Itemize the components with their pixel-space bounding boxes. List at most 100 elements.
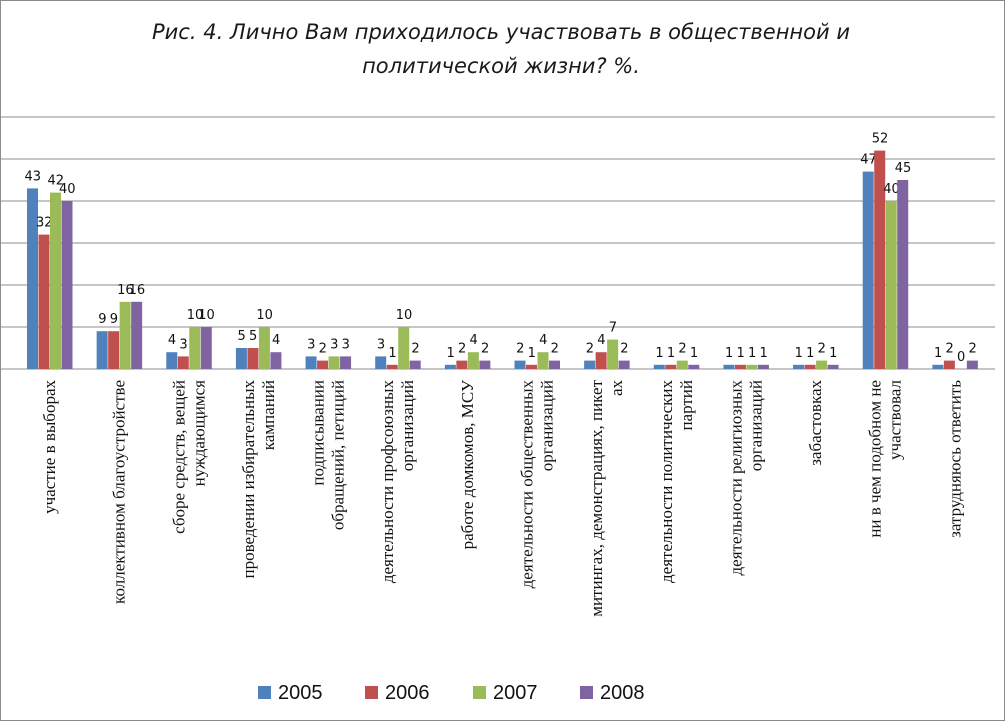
category-label-2-1: нуждающимся [189,380,208,487]
data-label-2008-0: 40 [59,182,76,197]
bar-2008-7 [549,360,560,369]
data-label-2007-13: 0 [957,350,965,365]
category-label-4-0: подписывании [309,380,328,486]
data-label-2006-1: 9 [110,312,118,327]
bar-2005-7 [514,360,526,369]
category-label-8-1: ах [607,380,626,397]
bar-2007-12 [885,201,897,369]
data-label-2005-11: 1 [795,346,803,361]
legend-swatch-2006 [365,686,378,699]
bar-2008-11 [827,364,839,369]
data-label-2007-2: 10 [187,308,204,323]
bar-2007-9 [676,360,688,369]
bar-2005-10 [723,364,735,369]
data-label-2008-5: 2 [411,342,419,357]
bar-2005-8 [584,360,596,369]
data-label-2005-7: 2 [516,342,524,357]
category-label-11-0: забастовках [806,380,825,466]
category-label-5-0: деятельности профсоюзных [378,380,397,584]
data-label-2006-4: 2 [319,342,327,357]
data-label-2008-10: 1 [760,346,768,361]
bar-2005-13 [932,364,944,369]
data-label-2008-4: 3 [342,337,350,352]
data-label-2006-6: 2 [458,342,466,357]
data-label-2007-1: 16 [117,283,134,298]
category-label-10-0: деятельности религиозных [726,380,745,576]
category-label-7-0: деятельности общественных [518,380,537,589]
bar-2006-1 [108,331,120,369]
bar-2006-12 [874,150,886,369]
bar-2006-13 [943,360,955,369]
bar-2005-11 [793,364,805,369]
legend-label-2007: 2007 [493,682,538,704]
bar-2006-6 [456,360,468,369]
data-label-2005-9: 1 [655,346,663,361]
bar-2007-10 [746,364,758,369]
data-label-2005-6: 1 [446,346,454,361]
bar-2006-2 [177,356,189,369]
category-label-3-1: кампаний [259,380,278,450]
bar-2006-5 [386,364,398,369]
category-label-2-0: сборе средств, вещей [169,380,188,534]
bar-2007-2 [189,327,201,369]
category-label-9-0: деятельности политических [657,380,676,583]
data-label-2005-8: 2 [586,342,594,357]
data-label-2005-12: 47 [860,153,877,168]
category-label-10-1: организаций [746,380,765,471]
bar-2006-7 [526,364,537,369]
bar-2007-8 [607,339,619,369]
category-label-5-1: организаций [398,380,417,471]
bar-2008-12 [897,180,909,369]
data-label-2005-13: 1 [934,346,942,361]
data-label-2006-12: 52 [872,132,889,147]
legend-label-2005: 2005 [278,682,323,704]
data-label-2007-11: 2 [818,342,826,357]
bar-2005-3 [235,348,247,369]
category-label-3-0: проведении избирательных [239,380,258,579]
legend-swatch-2008 [580,686,593,699]
bar-2005-6 [444,364,456,369]
bar-2008-8 [618,360,630,369]
data-label-2007-0: 42 [47,174,64,189]
bar-2005-9 [653,364,665,369]
bar-2007-5 [398,327,410,369]
data-label-2007-3: 10 [256,308,273,323]
category-label-13-0: затрудняюсь ответить [945,380,964,538]
bar-2008-6 [479,360,491,369]
data-label-2006-7: 1 [528,346,536,361]
bar-2006-3 [247,348,259,369]
bar-2006-4 [317,360,329,369]
category-label-8-0: митингах, демонстрациях, пикет [587,379,606,616]
data-label-2006-3: 5 [249,329,257,344]
data-label-2008-6: 2 [481,342,489,357]
legend-swatch-2007 [473,686,486,699]
data-label-2006-11: 1 [806,346,814,361]
bar-2005-2 [166,352,178,369]
bar-2007-0 [50,192,61,369]
bar-2006-0 [38,234,50,369]
bar-2008-10 [757,364,769,369]
bar-2008-9 [688,364,700,369]
chart-title: Рис. 4. Лично Вам приходилось участвоват… [61,15,941,83]
category-label-1-0: коллективном благоустройстве [110,380,129,604]
bar-2007-4 [328,356,340,369]
bar-2007-3 [258,327,270,369]
bar-2008-3 [270,352,282,369]
legend-label-2008: 2008 [600,682,645,704]
bar-2005-4 [305,356,317,369]
chart-title-line-1: Рис. 4. Лично Вам приходилось участвоват… [152,20,850,44]
bar-2007-1 [119,301,131,369]
bar-2006-8 [595,352,607,369]
data-label-2008-8: 2 [620,342,628,357]
data-label-2008-3: 4 [272,333,280,348]
data-label-2008-2: 10 [198,308,215,323]
bar-2007-7 [537,352,549,369]
data-label-2006-13: 2 [945,342,953,357]
bar-2005-12 [862,171,874,369]
data-label-2007-7: 4 [539,333,547,348]
legend-swatch-2005 [258,686,271,699]
data-label-2006-10: 1 [737,346,745,361]
bar-2008-13 [966,360,978,369]
category-label-6-0: работе домкомов, МСУ [458,379,477,549]
